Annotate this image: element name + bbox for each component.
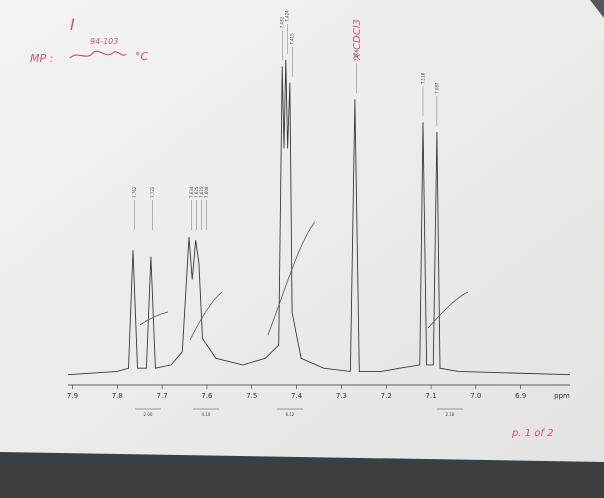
peak-label: 7.722 <box>150 186 155 198</box>
x-tick-label: 7.1 <box>425 392 436 400</box>
x-tick-label: 6.9 <box>515 392 526 400</box>
x-tick-label: 7.3 <box>336 392 347 400</box>
x-tick-label: 7.4 <box>291 392 303 400</box>
x-tick-label: 7.2 <box>381 392 392 400</box>
x-tick-label: 7.8 <box>112 392 123 400</box>
spectrum: 7.9 7.8 7.7 7.6 7.5 7.4 7.3 7.2 7.1 7.0 6.9 ppm 7.76… <box>30 10 570 439</box>
x-tick-label: 7.6 <box>201 392 213 400</box>
integral-label: 4.10 <box>202 412 211 417</box>
peak-label: 7.625 <box>194 186 199 198</box>
integral-curves <box>139 221 469 341</box>
peak-label: 7.615 <box>199 186 204 198</box>
handwritten-note: MP : <box>30 52 53 65</box>
spectrum-line <box>67 59 571 376</box>
handwritten-note: I <box>70 15 75 34</box>
peak-label: 7.266 <box>354 49 359 61</box>
x-tick-label: 7.0 <box>470 392 481 400</box>
handwritten-note: 94-103 <box>90 37 118 46</box>
integral-label: 2.18 <box>446 412 455 417</box>
x-tick-label: 7.5 <box>246 392 257 400</box>
peak-label: 7.432 <box>280 16 285 28</box>
handwritten-note: X CDCl3 <box>352 19 363 61</box>
peak-label: 7.118 <box>420 72 425 84</box>
x-tick-label: 7.7 <box>157 392 168 400</box>
integral-label: 2.00 <box>144 412 153 417</box>
peak-label: 7.762 <box>132 186 137 198</box>
integral-label: 6.12 <box>286 412 295 417</box>
peak-label: 7.087 <box>434 82 439 94</box>
peak-label: 7.634 <box>189 186 194 198</box>
handwritten-note: °C <box>135 50 149 63</box>
peak-label: 7.608 <box>204 186 209 198</box>
paper <box>0 0 604 462</box>
x-axis-label: ppm <box>554 392 570 400</box>
x-tick-label: 7.9 <box>67 392 78 400</box>
peak-label: 7.424 <box>285 10 290 22</box>
peak-label: 7.415 <box>290 33 295 45</box>
handwritten-note: p. 1 of 2 <box>511 428 553 439</box>
scribble <box>69 50 127 59</box>
